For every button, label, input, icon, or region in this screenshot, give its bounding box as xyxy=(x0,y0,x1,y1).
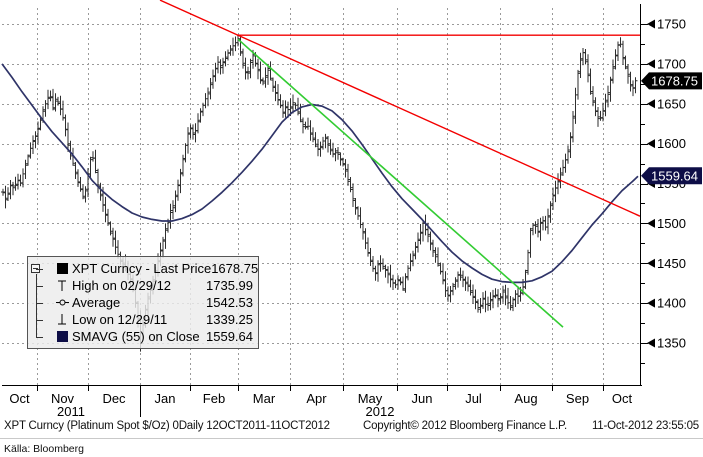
legend-label: Average xyxy=(72,295,121,310)
divider xyxy=(0,438,703,439)
svg-text:Oct: Oct xyxy=(612,391,633,406)
chart-footer-datetime: 11-Oct-2012 23:55:05 xyxy=(591,420,699,432)
chart-legend: XPT Curncy - Last Price 1678.75 High on 02… xyxy=(27,256,259,349)
legend-value: 1559.64 xyxy=(206,329,253,344)
black-square-icon xyxy=(56,262,72,275)
trendline-downtrend-red[interactable] xyxy=(159,0,641,217)
trendline-downtrend-green[interactable] xyxy=(237,38,564,328)
legend-row-2[interactable]: High on 02/29/12 1735.99 xyxy=(28,277,258,294)
legend-row-1[interactable]: XPT Curncy - Last Price 1678.75 xyxy=(28,260,258,277)
legend-row-3[interactable]: Average 1542.53 xyxy=(28,294,258,311)
legend-label: SMAVG (55) on Close xyxy=(72,329,200,344)
svg-text:Feb: Feb xyxy=(203,391,225,406)
svg-text:Aug: Aug xyxy=(514,391,537,406)
legend-tree-rail xyxy=(36,274,37,337)
tick-arrow-icon xyxy=(647,338,655,348)
tick-arrow-icon xyxy=(647,139,655,149)
svg-text:2011: 2011 xyxy=(57,404,85,418)
svg-text:1559.64: 1559.64 xyxy=(651,168,698,183)
legend-label: High on 02/29/12 xyxy=(72,278,172,293)
legend-value: 1678.75 xyxy=(211,261,259,276)
svg-text:Mar: Mar xyxy=(253,391,276,406)
svg-text:1500: 1500 xyxy=(657,216,686,231)
legend-row-5[interactable]: SMAVG (55) on Close 1559.64 xyxy=(28,328,258,345)
legend-value: 1542.53 xyxy=(206,295,253,310)
x-axis-labels: Oct Nov Dec Jan Feb Mar Apr May Jun Jul Aug Sep Oct 2… xyxy=(9,391,632,418)
svg-text:1678.75: 1678.75 xyxy=(651,73,698,88)
y-axis-labels: 135014001450150015501600165017001750 xyxy=(647,17,686,351)
svg-text:Nov: Nov xyxy=(51,391,75,406)
svg-text:1450: 1450 xyxy=(657,256,686,271)
smavg-55-line xyxy=(1,63,639,284)
legend-label: Low on 12/29/11 xyxy=(72,312,168,327)
tick-arrow-icon xyxy=(647,258,655,268)
navy-square-icon xyxy=(56,330,72,343)
svg-text:Sep: Sep xyxy=(566,391,589,406)
source-note: Källa: Bloomberg xyxy=(4,443,84,455)
svg-text:1700: 1700 xyxy=(657,56,686,71)
svg-text:1750: 1750 xyxy=(657,17,686,32)
low-marker-icon xyxy=(56,313,72,326)
chart-footer-instrument: XPT Curncy (Platinum Spot $/Oz) 0Daily 1… xyxy=(4,420,330,432)
price-tag-smavg: 1559.64 xyxy=(641,167,702,185)
svg-text:Jan: Jan xyxy=(155,391,176,406)
tick-arrow-icon xyxy=(647,218,655,228)
tick-arrow-icon xyxy=(647,59,655,69)
svg-text:May: May xyxy=(358,391,383,406)
high-marker-icon xyxy=(56,279,72,292)
svg-text:1400: 1400 xyxy=(657,296,686,311)
legend-value: 1735.99 xyxy=(206,278,253,293)
svg-text:2012: 2012 xyxy=(366,404,395,418)
svg-text:1350: 1350 xyxy=(657,336,686,351)
price-tag-last: 1678.75 xyxy=(641,72,702,90)
legend-row-4[interactable]: Low on 12/29/11 1339.25 xyxy=(28,311,258,328)
legend-label: XPT Curncy - Last Price xyxy=(72,261,212,276)
svg-text:Dec: Dec xyxy=(102,391,126,406)
svg-text:Oct: Oct xyxy=(9,391,30,406)
tick-arrow-icon xyxy=(647,298,655,308)
svg-text:1650: 1650 xyxy=(657,96,686,111)
price-chart-plot[interactable]: 135014001450150015501600165017001750OctN… xyxy=(0,0,703,418)
chart-footer-copyright: Copyright© 2012 Bloomberg Finance L.P. xyxy=(363,420,567,432)
svg-text:Apr: Apr xyxy=(306,391,327,406)
legend-value: 1339.25 xyxy=(206,312,253,327)
axes xyxy=(2,4,648,417)
tick-arrow-icon xyxy=(647,19,655,29)
svg-text:Jul: Jul xyxy=(465,391,482,406)
tick-arrow-icon xyxy=(647,99,655,109)
average-marker-icon xyxy=(56,296,72,309)
svg-text:Jun: Jun xyxy=(412,391,433,406)
svg-text:1600: 1600 xyxy=(657,136,686,151)
